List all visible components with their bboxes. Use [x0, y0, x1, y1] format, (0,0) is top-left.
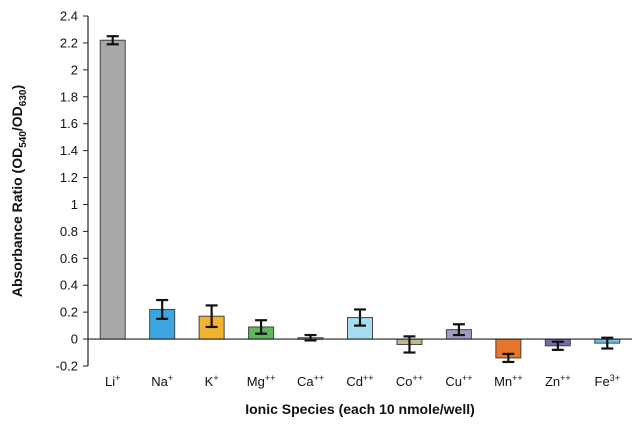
- y-tick-label: 0.4: [60, 278, 78, 293]
- y-tick-label: 0.8: [60, 224, 78, 239]
- x-category-label: Cd++: [346, 373, 373, 389]
- error-bar-na: [156, 298, 169, 320]
- error-bar-mg: [255, 319, 268, 335]
- error-bar-mn: [502, 352, 515, 364]
- x-axis-title: Ionic Species (each 10 nmole/well): [245, 401, 475, 417]
- y-axis-ticks: -0.2 0 0.2 0.4 0.6 0.8 1 1.2 1.4 1.6 1.8 2 2.2 2.4: [56, 9, 88, 374]
- y-tick-label: 1.2: [60, 170, 78, 185]
- y-tick-label: 2: [71, 62, 78, 77]
- y-tick-label: 0.2: [60, 305, 78, 320]
- error-bar-k: [205, 304, 218, 329]
- x-axis-categories: Li+ Na+ K+ Mg++ Ca++ Cd++ Co++ Cu++ Mn++ Zn++ Fe3+: [105, 373, 620, 389]
- y-axis-title: Absorbance Ratio (OD540/OD630): [9, 85, 29, 297]
- y-tick-label: 1.6: [60, 116, 78, 131]
- error-bar-zn: [551, 340, 564, 351]
- x-category-label: Zn++: [545, 373, 571, 389]
- y-tick-label: 2.2: [60, 35, 78, 50]
- y-tick-label: 0: [71, 332, 78, 347]
- error-bar-cd: [354, 308, 366, 327]
- y-tick-label: 1.4: [60, 143, 78, 158]
- bar-li: [99, 39, 126, 340]
- y-tick-label: 0.6: [60, 251, 78, 266]
- error-bar-li: [106, 35, 119, 46]
- x-category-label: K+: [205, 373, 219, 389]
- x-category-label: Ca++: [297, 373, 324, 389]
- error-bars: [106, 35, 614, 364]
- x-category-label: Li+: [105, 373, 120, 389]
- y-tick-label: 2.4: [60, 9, 78, 24]
- x-category-label: Mn++: [494, 373, 523, 389]
- y-tick-label: 1.8: [60, 89, 78, 104]
- x-category-label: Cu++: [445, 373, 472, 389]
- error-bar-cu: [452, 323, 465, 337]
- x-category-label: Co++: [396, 373, 423, 389]
- x-category-label: Mg++: [247, 373, 276, 389]
- x-category-label: Na+: [151, 373, 173, 389]
- y-tick-label: 1: [71, 197, 78, 212]
- y-tick-label: -0.2: [56, 359, 78, 374]
- x-category-label: Fe3+: [595, 373, 620, 389]
